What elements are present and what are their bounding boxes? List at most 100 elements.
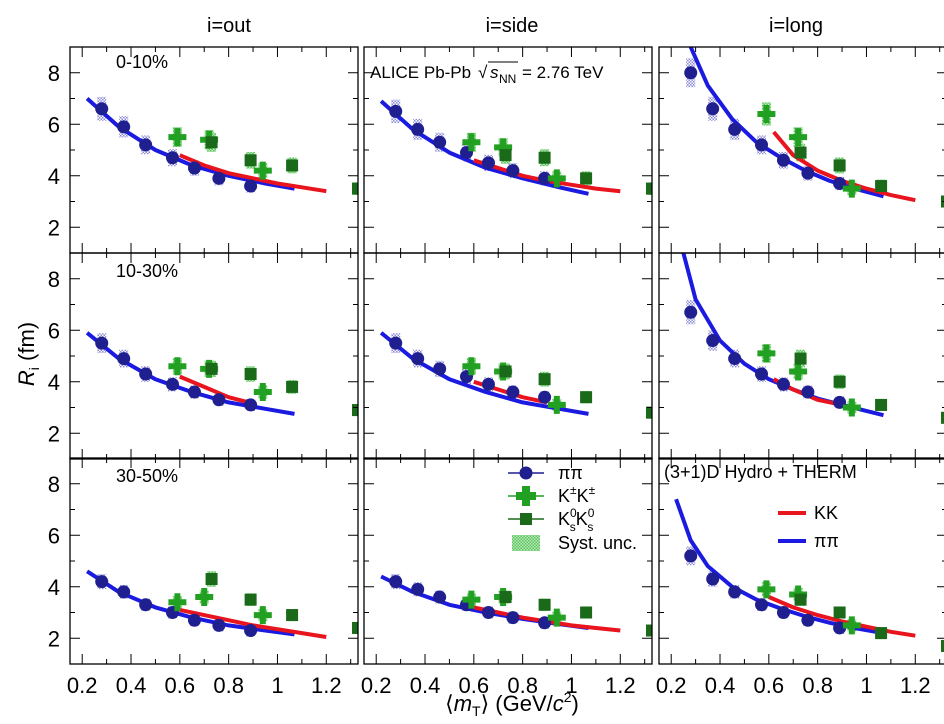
kk-charged-point: [757, 344, 776, 363]
pipi-point: [706, 334, 720, 348]
pipi-point: [95, 102, 109, 116]
k0k0-point: [875, 627, 888, 640]
k0k0-point: [875, 180, 888, 193]
svg-text:NN: NN: [499, 72, 516, 86]
syst-boxes: [686, 546, 944, 652]
pipi-point: [506, 611, 520, 625]
y-axis-unit: (fm): [14, 322, 39, 367]
legend-item-pipi: ππ: [508, 463, 583, 483]
k0k0-point: [244, 154, 257, 167]
pipi-point: [481, 606, 495, 619]
kk-charged-point: [842, 616, 861, 635]
kk-charged-point: [494, 138, 513, 157]
column-title-long: i=long: [769, 15, 823, 37]
panel-r2-c0: 2 4 6 8 0.2 0.4 0.6 0.8 1 1.2: [48, 457, 359, 698]
kk-charged-point: [253, 606, 272, 625]
pipi-point: [389, 104, 403, 118]
svg-text:s: s: [490, 63, 499, 82]
pipi-point: [728, 122, 742, 136]
x-tick-label: 1: [860, 673, 872, 698]
pipi-point: [139, 367, 153, 381]
pipi-point: [684, 549, 698, 563]
collaboration-label: ALICE Pb-Pb: [370, 63, 471, 82]
x-ticks: [670, 458, 941, 664]
k0k0-point: [794, 352, 807, 365]
k0k0-point: [580, 172, 593, 185]
pipi-point: [728, 585, 742, 599]
pipi-point: [433, 590, 447, 604]
x-tick-label: 0.8: [802, 673, 833, 698]
x-ticks: [670, 253, 941, 459]
y-tick-label: 8: [48, 472, 60, 497]
kk-charged-point: [757, 580, 776, 599]
k0k0-point: [538, 373, 551, 386]
k0k0-point: [794, 593, 807, 606]
panel-content: [379, 99, 652, 196]
pipi-point: [801, 166, 815, 180]
sqrt-snn-symbol: √ s NN: [478, 61, 518, 86]
syst-boxes: [686, 300, 944, 424]
pipi-point: [538, 390, 552, 404]
k0k0-point: [286, 159, 299, 172]
pipi-point: [755, 367, 769, 381]
x-tick-label: 1.2: [311, 673, 342, 698]
x-axis-title: ⟨mT⟩ (GeV/c2): [445, 689, 579, 719]
x-ticks: [81, 47, 352, 253]
panel-grid: 2 4 6 8 2 4 6 8 2 4 6 8 0.2 0.4 0.6 0.8 1 1.2 0.2 0.4 0.6 0.8…: [48, 46, 944, 698]
pipi-point: [506, 164, 520, 178]
legend-item-syst: Syst. unc.: [512, 533, 637, 553]
panel-content: [674, 498, 944, 652]
pipi-point: [166, 151, 180, 165]
legend-label-model-kk: KK: [814, 503, 838, 523]
k0k0-point: [875, 398, 888, 411]
pipi-point: [117, 352, 131, 366]
pipi-point: [187, 161, 201, 175]
pipi-point: [411, 122, 425, 136]
y-ticks: [364, 252, 652, 460]
panel-r0-c2: [658, 46, 944, 254]
y-axis-title: Ri (fm): [14, 322, 42, 386]
legend-label-k0k0: K0 sK0 s: [558, 506, 595, 534]
x-tick-label: 0.2: [361, 673, 392, 698]
y-ticks: [70, 46, 358, 254]
pipi-point: [684, 305, 698, 319]
y-tick-label: 4: [48, 164, 60, 189]
x-tick-label: 0.4: [116, 673, 147, 698]
k0k0-point: [580, 606, 593, 619]
k0k0-point: [646, 624, 652, 637]
y-tick-label: 6: [48, 318, 60, 343]
y-ticks: [659, 457, 944, 665]
x-tick-label: 0.4: [705, 673, 736, 698]
panel-content: [684, 47, 944, 208]
x-tick-label: 0.6: [754, 673, 785, 698]
panel-content: [380, 574, 652, 637]
pipi-point: [244, 398, 258, 412]
pipi-point: [801, 385, 815, 399]
legend-label-kk-charged: K±K±: [558, 483, 596, 506]
syst-boxes: [686, 58, 944, 208]
legend-label-syst: Syst. unc.: [558, 533, 637, 553]
k0k0-point: [244, 368, 257, 381]
panel-r2-c1: 0.2 0.4 0.6 0.8 1 1.2: [361, 457, 653, 698]
pipi-point: [212, 618, 226, 632]
x-tick-label: 0.2: [67, 673, 98, 698]
x-tick-label: 0.2: [656, 673, 687, 698]
k0k0-point: [205, 362, 218, 375]
k0k0-point: [205, 136, 218, 149]
k0k0-point: [538, 151, 551, 164]
pipi-point: [538, 171, 552, 185]
energy-label: = 2.76 TeV: [522, 63, 604, 82]
legend-item-kk-charged: K±K±: [508, 483, 596, 506]
x-tick-label: 0.6: [459, 673, 490, 698]
k0k0-point: [499, 591, 512, 604]
kk-charged-point: [168, 593, 187, 612]
kk-charged-point: [253, 161, 272, 180]
pipi-point: [187, 385, 201, 399]
column-title-side: i=side: [486, 15, 539, 37]
model-curve-kk: [179, 374, 254, 406]
data-legend: ππ K±K± K0 sK0 s Syst. unc.: [508, 463, 637, 553]
legend-square-marker: [520, 513, 532, 525]
centrality-label-30-50: 30-50%: [116, 466, 178, 486]
kk-charged-point: [789, 362, 808, 381]
